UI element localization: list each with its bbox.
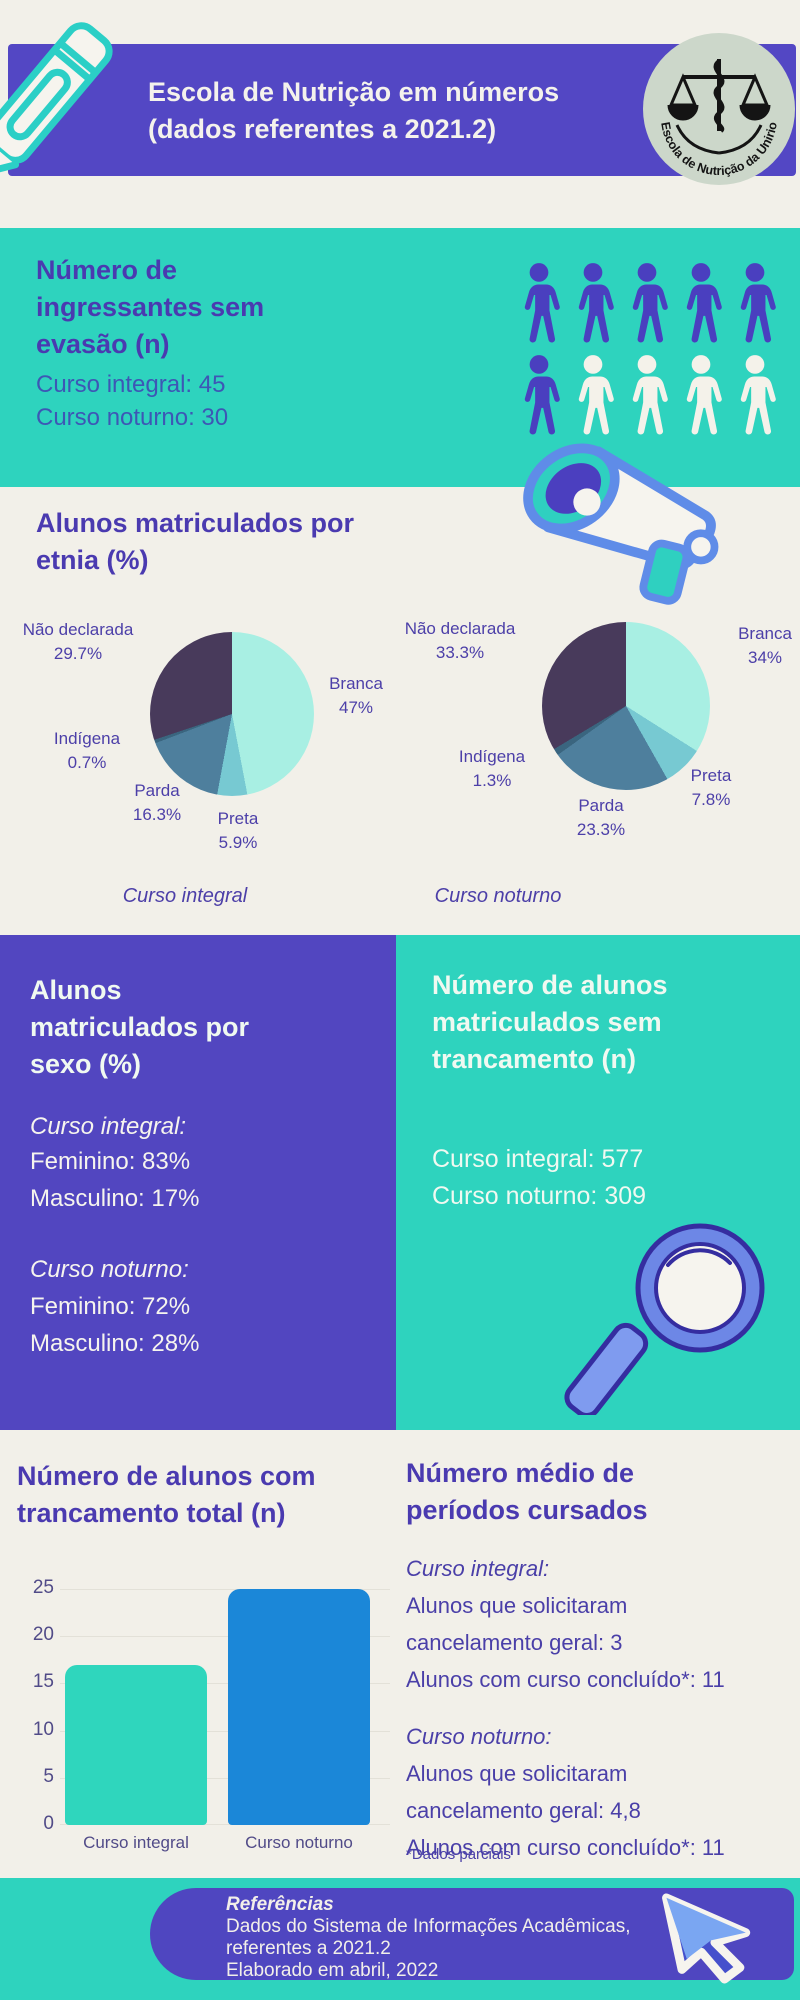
pie2-label-preta: Preta 7.8%: [690, 766, 732, 809]
bar-curso-integral: [65, 1664, 207, 1825]
y-tick-15: 15: [32, 1671, 54, 1692]
pie2-caption: Curso noturno: [434, 885, 562, 907]
sexo-group1-line1: Feminino: 83%: [30, 1148, 191, 1175]
trancamento-line-integral: Curso integral: 577: [432, 1145, 644, 1173]
pie1-label-preta: Preta 5.9%: [217, 809, 259, 852]
school-logo: Escola de Nutrição da Unirio: [643, 33, 795, 185]
references-title: Referências: [226, 1894, 334, 1915]
gridline: [60, 1589, 390, 1590]
y-tick-10: 10: [32, 1719, 54, 1740]
references-line3: Elaborado em abril, 2022: [226, 1960, 439, 1981]
etnia-heading: Alunos matriculados por etnia (%): [36, 508, 355, 575]
gridline: [60, 1824, 390, 1825]
gridline: [60, 1636, 390, 1637]
sexo-group2-title: Curso noturno:: [30, 1256, 189, 1283]
ingressantes-section-background: [0, 228, 800, 487]
sexo-group1-title: Curso integral:: [30, 1113, 187, 1140]
bar-chart-trancamento-total: [60, 1589, 390, 1825]
references-line2: referentes a 2021.2: [226, 1938, 391, 1959]
bar-curso-noturno: [228, 1589, 370, 1825]
pencil-icon: [0, 6, 130, 200]
references-line1: Dados do Sistema de Informações Acadêmic…: [226, 1916, 631, 1937]
person-icon: [624, 354, 670, 442]
y-tick-20: 20: [32, 1624, 54, 1645]
person-icon: [732, 354, 778, 442]
people-pictogram: [512, 262, 782, 446]
y-tick-0: 0: [43, 1813, 54, 1834]
periodos-group1-line3: Alunos com curso concluído*: 11: [406, 1667, 725, 1692]
pie1-label-indigena: Indígena 0.7%: [53, 729, 121, 772]
pie1-caption: Curso integral: [122, 885, 248, 907]
trancamento-total-heading: Número de alunos com trancamento total (…: [17, 1461, 316, 1528]
person-icon: [570, 262, 616, 350]
cursor-icon: [650, 1892, 770, 1984]
page-title-line2: (dados referentes a 2021.2): [148, 114, 497, 144]
sexo-group1-line2: Masculino: 17%: [30, 1185, 200, 1212]
person-icon: [678, 262, 724, 350]
gridline: [60, 1731, 390, 1732]
person-icon: [516, 262, 562, 350]
periodos-group2-line3: Alunos com curso concluído*: 11: [406, 1835, 725, 1860]
pie2-label-branca: Branca 34%: [738, 624, 792, 667]
person-icon: [516, 354, 562, 442]
ingressantes-heading: Número de ingressantes sem evasão (n): [36, 255, 265, 359]
trancamento-line-noturno: Curso noturno: 309: [432, 1182, 647, 1210]
magnifier-icon: [558, 1215, 790, 1418]
trancamento-panel-background: [396, 935, 800, 1430]
data-footnote: *Dados parciais: [406, 1846, 512, 1863]
periodos-group1-line2: cancelamento geral: 3: [406, 1630, 623, 1655]
sexo-heading: Alunos matriculados por sexo (%): [30, 975, 250, 1079]
pie2-label-indigena: Indígena 1.3%: [458, 747, 526, 790]
ingressantes-line-noturno: Curso noturno: 30: [36, 404, 229, 431]
gridline: [60, 1778, 390, 1779]
periodos-group2-title: Curso noturno:: [406, 1724, 552, 1749]
y-tick-25: 25: [32, 1577, 54, 1598]
person-icon: [732, 262, 778, 350]
sexo-panel-background: [0, 935, 396, 1430]
sexo-group2-line1: Feminino: 72%: [30, 1293, 191, 1320]
periodos-group1-title: Curso integral:: [406, 1556, 550, 1581]
y-tick-5: 5: [43, 1766, 54, 1787]
person-icon: [624, 262, 670, 350]
person-icon: [678, 354, 724, 442]
pie-chart-curso-integral: [150, 632, 314, 796]
pie2-label-parda: Parda 23.3%: [576, 796, 626, 839]
pie1-label-nao-declarada: Não declarada 29.7%: [22, 620, 134, 663]
page-title: Escola de Nutrição em números (dados ref…: [148, 74, 559, 148]
periodos-group2-line1: Alunos que solicitaram: [406, 1761, 628, 1786]
sexo-group2-line2: Masculino: 28%: [30, 1330, 200, 1357]
trancamento-heading: Número de alunos matriculados sem tranca…: [432, 970, 668, 1074]
page-title-line1: Escola de Nutrição em números: [148, 77, 560, 107]
periodos-heading: Número médio de períodos cursados: [406, 1458, 648, 1525]
periodos-group1-line1: Alunos que solicitaram: [406, 1593, 628, 1618]
ingressantes-line-integral: Curso integral: 45: [36, 371, 226, 398]
gridline: [60, 1683, 390, 1684]
pie1-label-parda: Parda 16.3%: [132, 781, 182, 824]
megaphone-icon: [498, 430, 748, 615]
periodos-group2-line2: cancelamento geral: 4,8: [406, 1798, 641, 1823]
x-label-curso-integral: Curso integral: [83, 1833, 189, 1852]
pie2-label-nao-declarada: Não declarada 33.3%: [404, 619, 516, 662]
x-label-curso-noturno: Curso noturno: [245, 1833, 353, 1852]
person-icon: [570, 354, 616, 442]
pie1-label-branca: Branca 47%: [329, 674, 383, 717]
pie-chart-curso-noturno: [542, 622, 710, 790]
